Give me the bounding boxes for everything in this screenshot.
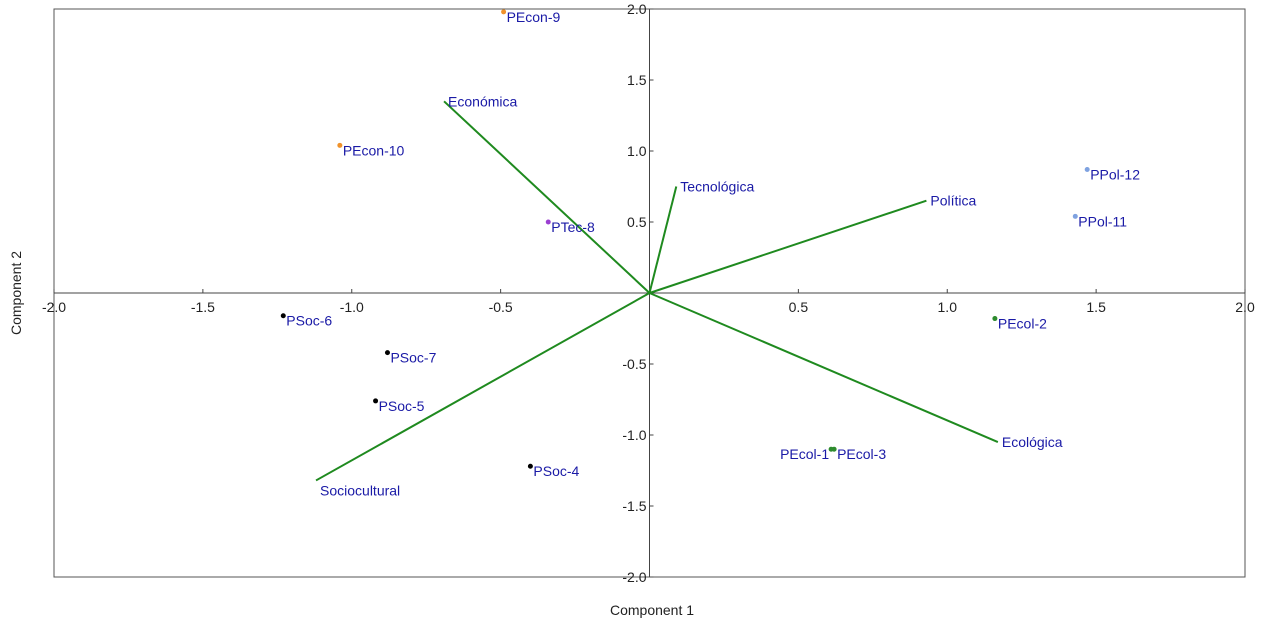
vector-line — [649, 199, 927, 294]
point-marker — [992, 316, 998, 322]
y-tick-label: -0.5 — [622, 356, 646, 372]
vector-label: Sociocultural — [320, 482, 400, 498]
x-tick-label: 2.0 — [1235, 299, 1255, 315]
point-label: PSoc-6 — [286, 313, 332, 329]
x-tick-label: 1.5 — [1086, 299, 1106, 315]
point-marker — [337, 142, 343, 148]
vector-label: Tecnológica — [680, 179, 754, 195]
y-tick-label: 1.5 — [627, 72, 647, 88]
y-tick-label: 2.0 — [627, 1, 647, 17]
point-label: PEcol-2 — [998, 316, 1047, 332]
y-tick-label: 0.5 — [627, 214, 647, 230]
y-tick-label: 1.0 — [627, 143, 647, 159]
x-tick-label: 0.5 — [789, 299, 809, 315]
point-label: PEcol-3 — [837, 446, 886, 462]
x-tick-label: -1.0 — [340, 299, 364, 315]
x-axis-title: Component 1 — [610, 602, 694, 618]
vector-label: Económica — [448, 93, 517, 109]
x-tick-label: 1.0 — [938, 299, 958, 315]
vector-line — [315, 292, 650, 482]
point-label: PEcon-9 — [507, 9, 561, 25]
vector-label: Política — [930, 193, 976, 209]
y-axis-title: Component 2 — [8, 251, 24, 335]
point-marker — [384, 350, 390, 356]
point-label: PSoc-5 — [379, 398, 425, 414]
point-marker — [280, 313, 286, 319]
y-tick-label: -1.0 — [622, 427, 646, 443]
vector-label: Ecológica — [1002, 434, 1063, 450]
point-label: PSoc-7 — [390, 350, 436, 366]
x-tick-label: -2.0 — [42, 299, 66, 315]
vector-line — [649, 292, 999, 444]
point-marker — [527, 463, 533, 469]
x-tick-label: -1.5 — [191, 299, 215, 315]
point-label: PPol-12 — [1090, 166, 1140, 182]
point-marker — [1072, 213, 1078, 219]
point-label: PTec-8 — [551, 219, 595, 235]
y-tick-label: -2.0 — [622, 569, 646, 585]
point-label: PPol-11 — [1078, 213, 1127, 229]
vector-line — [648, 186, 678, 294]
loading-vectors: Económica Tecnológica Política Ecológica Soc… — [315, 93, 1063, 498]
point-marker — [831, 446, 837, 452]
y-tick-label: -1.5 — [622, 498, 646, 514]
point-marker — [545, 219, 551, 225]
score-points: PEcon-9 PEcon-10 PTec-8 PPol-12 PPol-11 PEcol… — [280, 9, 1140, 479]
point-marker — [373, 398, 379, 404]
point-marker — [501, 9, 507, 15]
x-tick-label: -0.5 — [489, 299, 513, 315]
tick-labels: -2.0 -1.5 -1.0 -0.5 0.5 1.0 1.5 2.0 2.0 1.5 1.0 0.5… — [42, 1, 1255, 585]
vector-line — [443, 100, 651, 294]
point-label: PSoc-4 — [533, 463, 579, 479]
point-label: PEcol-1 — [780, 446, 829, 462]
point-marker — [1084, 166, 1090, 172]
point-label: PEcon-10 — [343, 142, 405, 158]
